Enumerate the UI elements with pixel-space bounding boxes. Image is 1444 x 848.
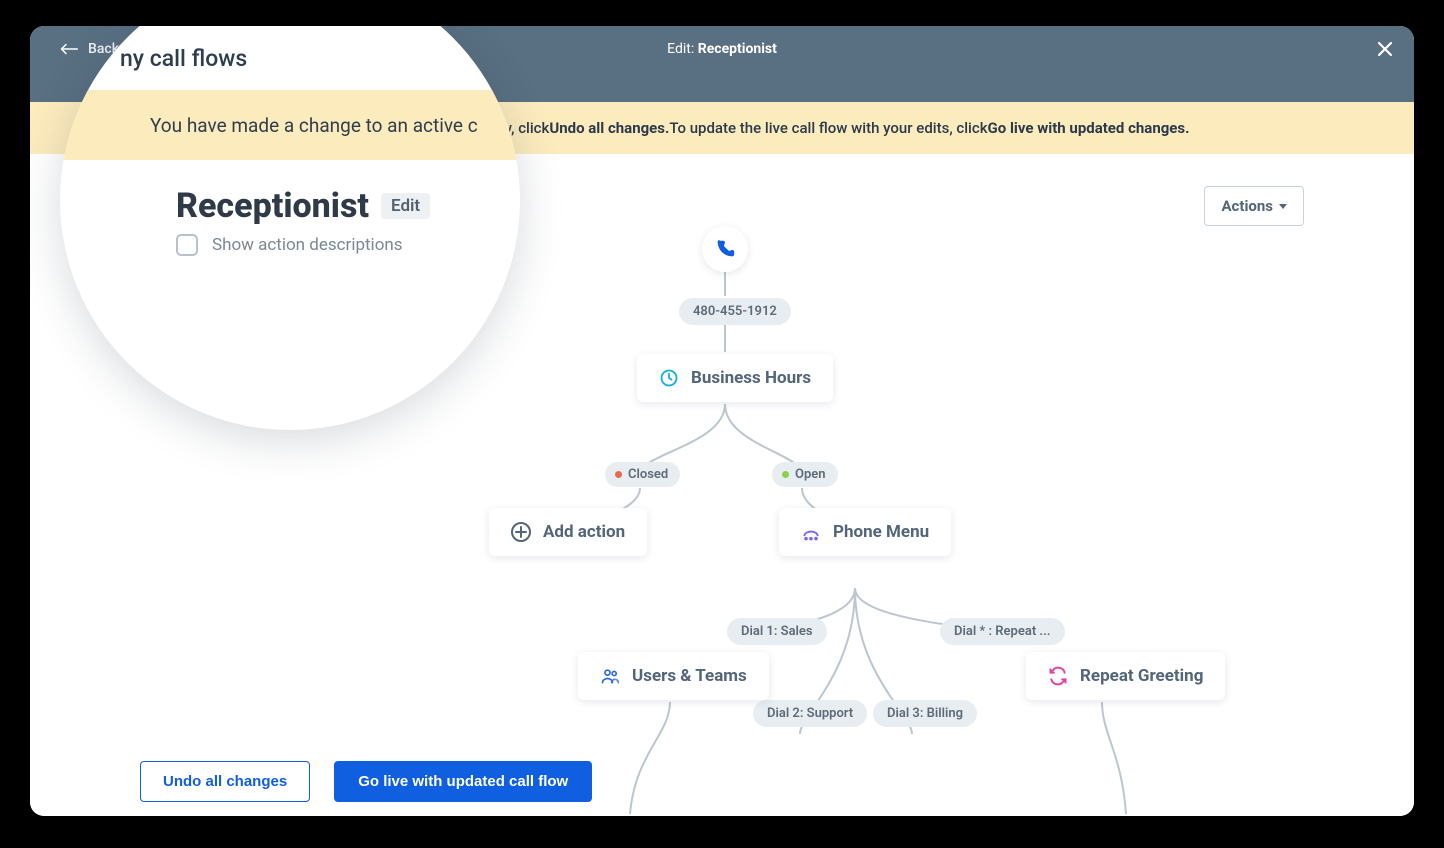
- zoom-back-text: ny call flows: [120, 45, 460, 72]
- actions-dropdown-label: Actions: [1221, 197, 1273, 215]
- phone-menu-node[interactable]: Phone Menu: [779, 508, 951, 556]
- users-icon: [600, 666, 620, 686]
- close-icon: [1376, 40, 1394, 58]
- zoom-flow-title: Receptionist: [176, 186, 369, 226]
- actions-dropdown[interactable]: Actions: [1204, 186, 1304, 226]
- page-title-prefix: Edit:: [667, 41, 694, 57]
- page-title-name: Receptionist: [698, 41, 777, 57]
- closed-branch-pill[interactable]: Closed: [605, 462, 680, 487]
- zoom-show-descriptions-checkbox[interactable]: [176, 234, 198, 256]
- undo-all-changes-label: Undo all changes: [163, 773, 287, 790]
- app-frame: Back to my call flows Edit: Receptionist…: [30, 26, 1414, 816]
- zoom-banner-text: You have made a change to an active c: [150, 114, 478, 137]
- users-teams-node[interactable]: Users & Teams: [578, 652, 769, 700]
- business-hours-label: Business Hours: [691, 368, 811, 388]
- repeat-greeting-node[interactable]: Repeat Greeting: [1026, 652, 1225, 700]
- phone-menu-icon: [801, 522, 821, 542]
- repeat-greeting-label: Repeat Greeting: [1080, 666, 1203, 686]
- clock-icon: [659, 368, 679, 388]
- phone-menu-label: Phone Menu: [833, 522, 929, 542]
- dial-3-pill[interactable]: Dial 3: Billing: [873, 700, 977, 727]
- zoom-edit-button[interactable]: Edit: [381, 193, 430, 219]
- banner-golive-bold: Go live with updated changes.: [988, 119, 1190, 137]
- magnifier-zoom-overlay: ny call flows You have made a change to …: [60, 26, 520, 430]
- phone-icon: [714, 238, 736, 260]
- dial-2-label: Dial 2: Support: [767, 706, 853, 721]
- dial-star-pill[interactable]: Dial * : Repeat ...: [940, 618, 1065, 645]
- closed-dot-icon: [615, 471, 622, 478]
- chevron-down-icon: [1279, 204, 1287, 209]
- open-dot-icon: [782, 471, 789, 478]
- footer-actions: Undo all changes Go live with updated ca…: [30, 746, 1414, 816]
- go-live-button[interactable]: Go live with updated call flow: [334, 761, 592, 802]
- dial-star-label: Dial * : Repeat ...: [954, 624, 1051, 639]
- dial-1-label: Dial 1: Sales: [741, 624, 813, 639]
- dial-3-label: Dial 3: Billing: [887, 706, 963, 721]
- dial-1-pill[interactable]: Dial 1: Sales: [727, 618, 827, 645]
- phone-number-label: 480-455-1912: [693, 304, 777, 319]
- repeat-icon: [1048, 666, 1068, 686]
- add-action-label: Add action: [543, 522, 625, 542]
- root-node[interactable]: [702, 226, 748, 272]
- zoom-banner: You have made a change to an active c: [60, 90, 520, 160]
- dial-2-pill[interactable]: Dial 2: Support: [753, 700, 867, 727]
- banner-undo-bold: Undo all changes.: [549, 119, 669, 137]
- undo-all-changes-button[interactable]: Undo all changes: [140, 761, 310, 802]
- business-hours-node[interactable]: Business Hours: [637, 354, 833, 402]
- go-live-label: Go live with updated call flow: [358, 773, 568, 790]
- zoom-show-descriptions-label: Show action descriptions: [212, 235, 403, 255]
- open-label: Open: [795, 467, 826, 482]
- add-action-node[interactable]: Add action: [489, 508, 647, 556]
- open-branch-pill[interactable]: Open: [772, 462, 838, 487]
- plus-circle-icon: [511, 522, 531, 542]
- users-teams-label: Users & Teams: [632, 666, 747, 686]
- closed-label: Closed: [628, 467, 668, 482]
- phone-number-pill[interactable]: 480-455-1912: [679, 298, 791, 325]
- close-button[interactable]: [1372, 36, 1398, 62]
- banner-text-2: To update the live call flow with your e…: [669, 119, 987, 137]
